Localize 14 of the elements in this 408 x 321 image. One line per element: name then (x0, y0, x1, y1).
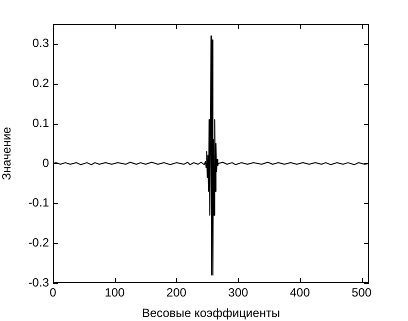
y-tick-label: -0.3 (28, 275, 50, 290)
x-tick-label: 400 (290, 286, 310, 300)
x-axis-title: Весовые коэффициенты (142, 306, 280, 320)
y-tick-label: -0.1 (28, 196, 50, 210)
x-tick-label: 500 (352, 286, 372, 300)
x-tick-label: 200 (166, 286, 187, 300)
x-tick-label: 100 (104, 286, 126, 300)
y-tick-label: 0 (42, 156, 50, 170)
y-tick-label: -0.2 (28, 235, 50, 250)
x-tick-label: 300 (228, 286, 248, 300)
y-tick-label: 0.2 (32, 76, 50, 90)
y-axis-title: Значение (0, 126, 14, 180)
y-tick-label: 0.1 (32, 116, 50, 130)
y-tick-label: 0.3 (32, 36, 50, 50)
